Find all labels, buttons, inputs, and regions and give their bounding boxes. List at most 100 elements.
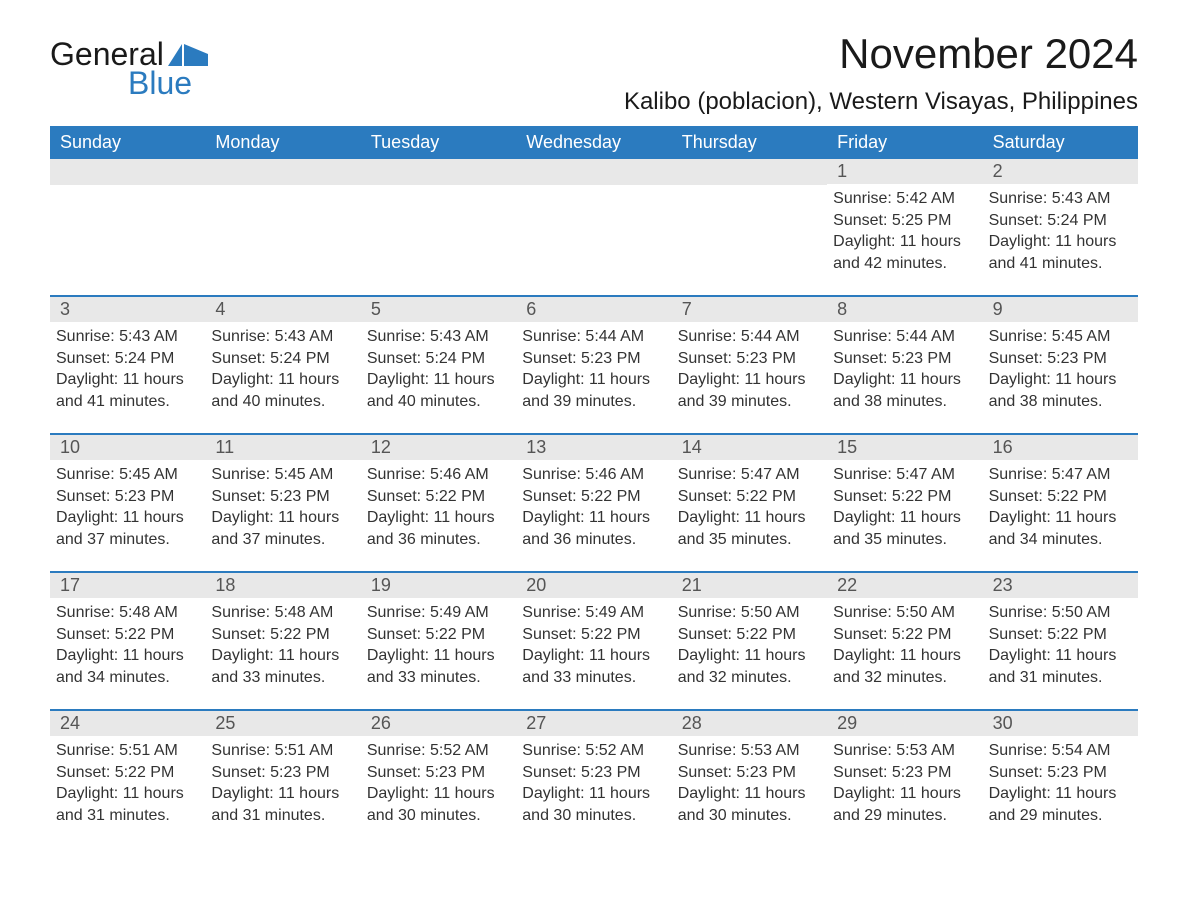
day-number: 25 [205, 711, 360, 736]
day-dl1: Daylight: 11 hours [56, 645, 195, 667]
logo-text-blue: Blue [128, 65, 192, 102]
day-dl2: and 34 minutes. [56, 667, 195, 689]
day-sunrise: Sunrise: 5:53 AM [833, 740, 972, 762]
day-cell: 3Sunrise: 5:43 AMSunset: 5:24 PMDaylight… [50, 297, 205, 415]
day-number: 22 [827, 573, 982, 598]
weekday-friday: Friday [827, 126, 982, 159]
day-dl2: and 36 minutes. [522, 529, 661, 551]
day-sunset: Sunset: 5:25 PM [833, 210, 972, 232]
day-dl2: and 40 minutes. [367, 391, 506, 413]
location: Kalibo (poblacion), Western Visayas, Phi… [624, 88, 1138, 116]
day-dl1: Daylight: 11 hours [56, 783, 195, 805]
day-dl1: Daylight: 11 hours [367, 507, 506, 529]
day-dl1: Daylight: 11 hours [522, 645, 661, 667]
day-cell: 19Sunrise: 5:49 AMSunset: 5:22 PMDayligh… [361, 573, 516, 691]
day-number: 12 [361, 435, 516, 460]
day-details: Sunrise: 5:51 AMSunset: 5:23 PMDaylight:… [205, 736, 360, 826]
day-cell: 24Sunrise: 5:51 AMSunset: 5:22 PMDayligh… [50, 711, 205, 829]
day-number: 19 [361, 573, 516, 598]
day-details: Sunrise: 5:47 AMSunset: 5:22 PMDaylight:… [983, 460, 1138, 550]
calendar: SundayMondayTuesdayWednesdayThursdayFrid… [50, 126, 1138, 829]
day-dl1: Daylight: 11 hours [367, 645, 506, 667]
day-dl1: Daylight: 11 hours [678, 645, 817, 667]
day-dl2: and 37 minutes. [56, 529, 195, 551]
day-sunset: Sunset: 5:24 PM [989, 210, 1128, 232]
day-dl1: Daylight: 11 hours [678, 507, 817, 529]
day-sunset: Sunset: 5:23 PM [678, 348, 817, 370]
logo: General Blue [50, 30, 208, 102]
day-dl1: Daylight: 11 hours [367, 783, 506, 805]
day-dl1: Daylight: 11 hours [989, 783, 1128, 805]
day-details: Sunrise: 5:52 AMSunset: 5:23 PMDaylight:… [361, 736, 516, 826]
day-dl2: and 37 minutes. [211, 529, 350, 551]
day-sunset: Sunset: 5:23 PM [989, 348, 1128, 370]
day-number [516, 159, 671, 185]
day-cell: 8Sunrise: 5:44 AMSunset: 5:23 PMDaylight… [827, 297, 982, 415]
day-sunset: Sunset: 5:23 PM [678, 762, 817, 784]
day-sunrise: Sunrise: 5:46 AM [367, 464, 506, 486]
day-number: 15 [827, 435, 982, 460]
day-cell: 2Sunrise: 5:43 AMSunset: 5:24 PMDaylight… [983, 159, 1138, 277]
day-sunrise: Sunrise: 5:44 AM [522, 326, 661, 348]
day-cell [205, 159, 360, 277]
day-sunrise: Sunrise: 5:43 AM [367, 326, 506, 348]
day-dl1: Daylight: 11 hours [678, 369, 817, 391]
day-details: Sunrise: 5:51 AMSunset: 5:22 PMDaylight:… [50, 736, 205, 826]
day-sunset: Sunset: 5:22 PM [989, 486, 1128, 508]
day-dl2: and 33 minutes. [367, 667, 506, 689]
day-sunrise: Sunrise: 5:51 AM [211, 740, 350, 762]
day-sunset: Sunset: 5:22 PM [367, 486, 506, 508]
day-sunrise: Sunrise: 5:46 AM [522, 464, 661, 486]
day-sunset: Sunset: 5:22 PM [678, 624, 817, 646]
day-cell: 30Sunrise: 5:54 AMSunset: 5:23 PMDayligh… [983, 711, 1138, 829]
day-dl2: and 40 minutes. [211, 391, 350, 413]
day-number: 14 [672, 435, 827, 460]
weekday-header-row: SundayMondayTuesdayWednesdayThursdayFrid… [50, 126, 1138, 159]
day-sunset: Sunset: 5:22 PM [989, 624, 1128, 646]
month-title: November 2024 [624, 30, 1138, 78]
day-number [50, 159, 205, 185]
day-dl2: and 38 minutes. [989, 391, 1128, 413]
day-dl1: Daylight: 11 hours [56, 369, 195, 391]
day-dl2: and 41 minutes. [989, 253, 1128, 275]
day-dl2: and 30 minutes. [367, 805, 506, 827]
day-details: Sunrise: 5:53 AMSunset: 5:23 PMDaylight:… [827, 736, 982, 826]
day-sunrise: Sunrise: 5:49 AM [367, 602, 506, 624]
weekday-monday: Monday [205, 126, 360, 159]
day-dl1: Daylight: 11 hours [989, 369, 1128, 391]
day-number: 4 [205, 297, 360, 322]
day-details: Sunrise: 5:50 AMSunset: 5:22 PMDaylight:… [672, 598, 827, 688]
weekday-thursday: Thursday [672, 126, 827, 159]
day-dl2: and 35 minutes. [833, 529, 972, 551]
day-cell: 9Sunrise: 5:45 AMSunset: 5:23 PMDaylight… [983, 297, 1138, 415]
day-details: Sunrise: 5:48 AMSunset: 5:22 PMDaylight:… [50, 598, 205, 688]
day-dl1: Daylight: 11 hours [211, 507, 350, 529]
day-sunrise: Sunrise: 5:44 AM [833, 326, 972, 348]
day-number: 9 [983, 297, 1138, 322]
day-cell: 4Sunrise: 5:43 AMSunset: 5:24 PMDaylight… [205, 297, 360, 415]
day-sunrise: Sunrise: 5:47 AM [678, 464, 817, 486]
day-cell: 21Sunrise: 5:50 AMSunset: 5:22 PMDayligh… [672, 573, 827, 691]
day-number [205, 159, 360, 185]
day-details: Sunrise: 5:46 AMSunset: 5:22 PMDaylight:… [516, 460, 671, 550]
day-sunrise: Sunrise: 5:43 AM [211, 326, 350, 348]
day-sunset: Sunset: 5:23 PM [522, 348, 661, 370]
week-row: 3Sunrise: 5:43 AMSunset: 5:24 PMDaylight… [50, 295, 1138, 415]
day-details: Sunrise: 5:45 AMSunset: 5:23 PMDaylight:… [205, 460, 360, 550]
day-dl1: Daylight: 11 hours [678, 783, 817, 805]
day-cell: 5Sunrise: 5:43 AMSunset: 5:24 PMDaylight… [361, 297, 516, 415]
day-sunrise: Sunrise: 5:43 AM [56, 326, 195, 348]
day-dl2: and 33 minutes. [522, 667, 661, 689]
day-cell: 29Sunrise: 5:53 AMSunset: 5:23 PMDayligh… [827, 711, 982, 829]
week-row: 10Sunrise: 5:45 AMSunset: 5:23 PMDayligh… [50, 433, 1138, 553]
day-dl1: Daylight: 11 hours [211, 645, 350, 667]
day-number [672, 159, 827, 185]
day-details: Sunrise: 5:47 AMSunset: 5:22 PMDaylight:… [827, 460, 982, 550]
day-dl2: and 30 minutes. [522, 805, 661, 827]
day-dl2: and 36 minutes. [367, 529, 506, 551]
day-details: Sunrise: 5:44 AMSunset: 5:23 PMDaylight:… [672, 322, 827, 412]
day-sunset: Sunset: 5:22 PM [833, 486, 972, 508]
day-sunset: Sunset: 5:22 PM [833, 624, 972, 646]
day-sunset: Sunset: 5:23 PM [522, 762, 661, 784]
day-details: Sunrise: 5:53 AMSunset: 5:23 PMDaylight:… [672, 736, 827, 826]
